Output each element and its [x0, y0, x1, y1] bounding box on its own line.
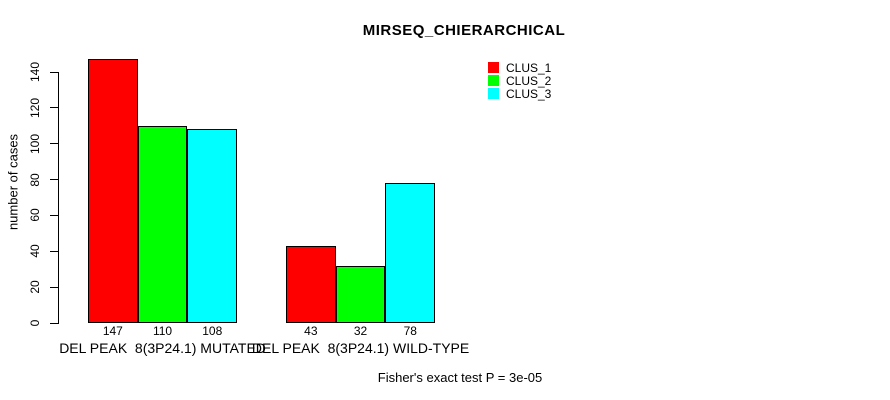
- bar-value-label: 32: [353, 324, 368, 338]
- bar-value-label: 110: [152, 324, 173, 338]
- legend-item-clus_2: CLUS_2: [488, 73, 552, 88]
- bar-clus_3-group-2: [385, 183, 436, 323]
- y-axis-title: number of cases: [5, 133, 21, 231]
- bar-clus_2-group-1: [137, 125, 188, 323]
- y-axis-tick-label: 140: [28, 61, 42, 83]
- y-axis-tick: [50, 250, 58, 252]
- bar-value-label: 43: [304, 324, 318, 338]
- legend-swatch-clus_2: [488, 75, 499, 86]
- y-axis-tick-label: 60: [28, 208, 42, 223]
- bar-clus_1-group-2: [286, 245, 336, 323]
- legend-item-clus_3: CLUS_3: [488, 86, 552, 101]
- y-axis-tick-label: 40: [28, 244, 42, 258]
- bar-clus_2-group-2: [335, 265, 386, 323]
- y-axis-tick-label: 20: [28, 280, 42, 294]
- chart-title: MIRSEQ_CHIERARCHICAL: [362, 22, 566, 39]
- y-axis-tick-label: 0: [28, 319, 42, 327]
- legend-swatch-clus_1: [488, 62, 499, 73]
- y-axis-tick: [50, 286, 58, 288]
- legend-item-clus_1: CLUS_1: [488, 60, 552, 75]
- bar-value-label: 78: [403, 324, 417, 338]
- y-axis-tick: [50, 143, 58, 145]
- legend-label: CLUS_2: [506, 73, 552, 88]
- legend: CLUS_1 CLUS_2 CLUS_3: [488, 60, 552, 101]
- y-axis-tick-label: 100: [28, 133, 42, 154]
- bar-clus_1-group-1: [88, 59, 138, 323]
- legend-label: CLUS_1: [506, 60, 552, 75]
- legend-swatch-clus_3: [488, 88, 499, 99]
- bar-value-label: 147: [102, 324, 123, 338]
- y-axis-tick: [50, 179, 58, 181]
- y-axis-tick-label: 120: [28, 97, 42, 118]
- annotation-text: Fisher's exact test P = 3e-05: [377, 370, 543, 385]
- bar-clus_3-group-1: [187, 129, 238, 323]
- category-label: DEL PEAK 8(3P24.1) MUTATED: [59, 340, 266, 356]
- y-axis-line: [58, 71, 59, 324]
- category-label: DEL PEAK 8(3P24.1) WILD-TYPE: [251, 340, 470, 356]
- y-axis-tick: [50, 214, 58, 216]
- y-axis-tick-label: 80: [28, 172, 42, 187]
- bar-value-label: 108: [202, 324, 223, 338]
- y-axis-tick: [50, 71, 58, 73]
- y-axis-tick: [50, 322, 58, 324]
- legend-label: CLUS_3: [506, 86, 552, 101]
- y-axis-tick: [50, 107, 58, 109]
